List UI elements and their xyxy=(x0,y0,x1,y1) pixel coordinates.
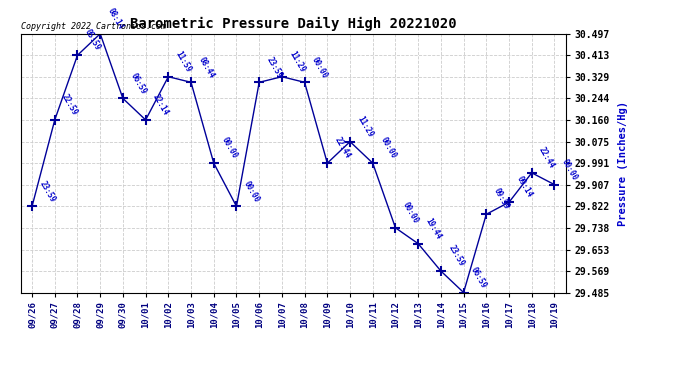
Text: 06:59: 06:59 xyxy=(469,265,489,290)
Text: 00:00: 00:00 xyxy=(401,201,420,225)
Text: 23:59: 23:59 xyxy=(38,179,57,204)
Text: 22:44: 22:44 xyxy=(333,136,352,160)
Text: 08:14: 08:14 xyxy=(106,6,125,31)
Text: 06:59: 06:59 xyxy=(128,71,148,96)
Y-axis label: Pressure (Inches/Hg): Pressure (Inches/Hg) xyxy=(618,100,629,226)
Text: Copyright 2022 Cartronics.com: Copyright 2022 Cartronics.com xyxy=(21,22,166,31)
Text: 22:44: 22:44 xyxy=(538,146,557,170)
Text: 00:00: 00:00 xyxy=(219,136,239,160)
Text: 00:00: 00:00 xyxy=(242,179,262,204)
Text: 09:59: 09:59 xyxy=(492,187,511,211)
Text: 00:00: 00:00 xyxy=(378,136,397,160)
Text: 11:29: 11:29 xyxy=(288,50,307,74)
Text: 05:59: 05:59 xyxy=(83,28,102,53)
Text: 23:59: 23:59 xyxy=(265,55,284,80)
Text: 09:14: 09:14 xyxy=(515,175,534,200)
Title: Barometric Pressure Daily High 20221020: Barometric Pressure Daily High 20221020 xyxy=(130,17,457,31)
Text: 00:00: 00:00 xyxy=(310,55,330,80)
Text: 00:00: 00:00 xyxy=(560,157,580,182)
Text: 19:44: 19:44 xyxy=(424,216,443,241)
Text: 11:29: 11:29 xyxy=(355,114,375,139)
Text: 22:59: 22:59 xyxy=(60,93,79,117)
Text: 22:14: 22:14 xyxy=(151,93,170,117)
Text: 11:59: 11:59 xyxy=(174,50,193,74)
Text: 23:59: 23:59 xyxy=(446,244,466,268)
Text: 08:44: 08:44 xyxy=(197,55,216,80)
